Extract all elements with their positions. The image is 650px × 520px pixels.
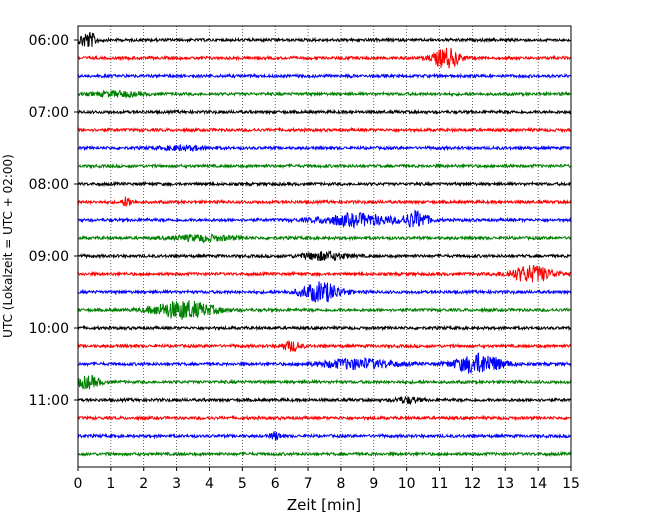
x-axis-label: Zeit [min]	[287, 496, 361, 514]
x-axis-ticks: 0 1 2 3 4 5 6 7 8 9 10 11 12 13 14 15	[74, 467, 580, 492]
trace-0915	[77, 264, 572, 283]
y-axis-label: UTC (Lokalzeit = UTC + 02:00)	[1, 154, 15, 338]
trace-1045	[77, 374, 572, 390]
trace-0945	[77, 300, 572, 320]
traces	[77, 32, 572, 458]
trace-1015	[77, 340, 572, 353]
trace-0745	[77, 162, 572, 170]
trace-0645	[77, 89, 572, 99]
trace-0715	[77, 126, 572, 134]
y-tick-label: 07:00	[29, 105, 69, 121]
trace-1000	[77, 324, 572, 332]
x-tick-label: 9	[369, 476, 378, 492]
y-tick-label: 08:00	[29, 177, 69, 193]
trace-0845	[77, 232, 572, 244]
trace-0630	[77, 72, 572, 80]
x-tick-label: 8	[336, 476, 345, 492]
plot-frame	[77, 25, 572, 468]
y-axis-ticks: 06:00 07:00 08:00 09:00 10:00 11:00	[29, 33, 78, 409]
trace-0700	[77, 108, 572, 116]
trace-1145	[77, 450, 572, 458]
y-tick-label: 10:00	[29, 321, 69, 337]
x-tick-label: 6	[271, 476, 280, 492]
trace-0930	[77, 281, 572, 303]
x-tick-label: 12	[463, 476, 481, 492]
x-tick-label: 10	[398, 476, 416, 492]
trace-0830	[77, 209, 572, 230]
x-tick-label: 3	[172, 476, 181, 492]
trace-0730	[77, 144, 572, 152]
x-tick-label: 15	[562, 476, 580, 492]
x-tick-label: 14	[529, 476, 547, 492]
x-tick-label: 4	[205, 476, 214, 492]
trace-1130	[77, 431, 572, 441]
x-tick-label: 13	[496, 476, 514, 492]
x-tick-label: 11	[431, 476, 449, 492]
x-tick-label: 2	[139, 476, 148, 492]
x-tick-label: 5	[238, 476, 247, 492]
y-tick-label: 09:00	[29, 249, 69, 265]
x-tick-label: 7	[304, 476, 313, 492]
y-tick-label: 06:00	[29, 33, 69, 49]
trace-0900	[77, 250, 572, 262]
trace-1030	[77, 352, 572, 375]
trace-1100	[77, 396, 572, 406]
trace-0600	[77, 32, 572, 47]
y-tick-label: 11:00	[29, 393, 69, 409]
x-tick-label: 0	[74, 476, 83, 492]
trace-0800	[77, 180, 572, 188]
trace-0615	[77, 47, 572, 69]
trace-0815	[77, 196, 572, 207]
trace-1115	[77, 414, 572, 422]
x-tick-label: 1	[106, 476, 115, 492]
